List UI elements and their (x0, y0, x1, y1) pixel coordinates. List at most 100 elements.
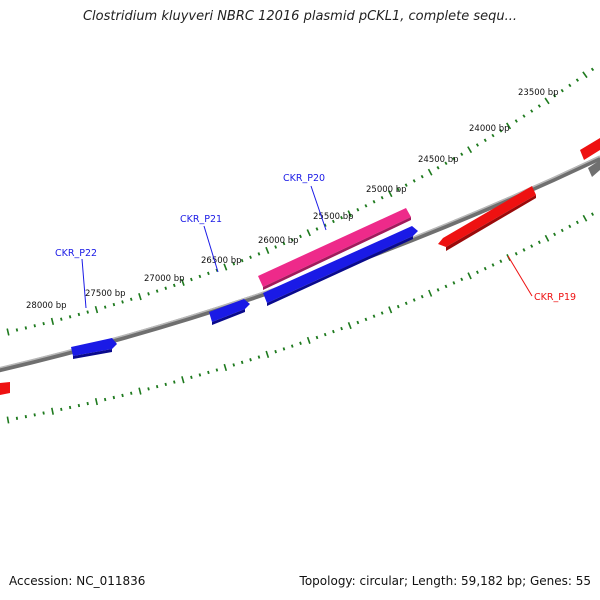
outerRing-tick (240, 258, 244, 263)
innerRing-tick (94, 398, 98, 406)
outerRing-tick (380, 195, 384, 200)
gene-ckr-p21[interactable] (209, 299, 250, 322)
outerRing-tick (164, 286, 168, 290)
tick-label-24000: 24000 bp (469, 124, 510, 134)
leader-ckr-p22 (81, 258, 87, 309)
outerRing-tick (15, 328, 19, 332)
innerRing-tick (15, 416, 19, 420)
leader-ckr-p21 (203, 225, 219, 273)
outerRing-tick (372, 200, 376, 204)
innerRing-tick (51, 407, 54, 415)
outerRing-tick (347, 210, 352, 218)
tick-labels: 23500 bp 24000 bp 24500 bp 25000 bp 2550… (26, 88, 559, 311)
innerRing-tick (68, 405, 72, 410)
outerRing-tick (544, 97, 550, 105)
outerRing-tick (568, 83, 572, 88)
outerRing-tick (315, 227, 319, 231)
gene-ckr-p19-shade (446, 195, 536, 251)
outerRing-tick (590, 67, 595, 72)
outerRing-tick (356, 208, 360, 212)
innerRing-tick (155, 384, 159, 389)
innerRing-tick (274, 349, 277, 354)
outerRing-tick (86, 310, 89, 314)
leader-ckr-p20 (310, 185, 327, 231)
outerRing-tick (249, 255, 252, 259)
innerRing-tick (560, 228, 564, 233)
outerRing-tick (491, 133, 495, 138)
innerRing-tick (582, 214, 588, 222)
tick-label-25000: 25000 bp (366, 185, 407, 195)
innerRing-tick (522, 248, 526, 252)
outerRing-tick (138, 293, 142, 301)
innerRing-tick (591, 212, 594, 216)
gene-right-edge-grey (588, 160, 600, 177)
outerRing-tick (499, 129, 503, 133)
innerRing-tick (232, 363, 236, 367)
outerRing-tick (77, 312, 81, 317)
innerRing-tick (138, 387, 142, 395)
innerRing-tick (332, 329, 335, 334)
outerRing-tick (427, 168, 433, 176)
innerRing-tick (257, 355, 261, 359)
outerRing-tick (50, 317, 55, 325)
outerRing-tick (560, 88, 564, 93)
outerRing-tick (180, 278, 185, 286)
outerRing-tick (537, 104, 541, 108)
tick-label-26500: 26500 bp (201, 256, 242, 266)
innerRing-tick (121, 393, 124, 398)
innerRing-tick (404, 301, 408, 306)
innerRing-tick (86, 401, 89, 406)
outerRing-tick (452, 157, 456, 161)
innerRing-tick (24, 414, 27, 419)
outerRing-tick (198, 274, 202, 279)
innerRing-tick (436, 288, 440, 292)
innerRing-tick (240, 360, 244, 365)
outerRing-tick (232, 262, 236, 266)
gene-label-leaders (81, 185, 533, 309)
outerRing-tick (190, 277, 193, 282)
innerRing-tick (483, 266, 487, 271)
outerRing-tick (530, 109, 534, 113)
innerRing-tick (396, 304, 400, 309)
innerRing-tick (164, 382, 167, 387)
innerRing-tick (290, 344, 294, 348)
innerRing-tick (207, 370, 210, 375)
tick-label-26000: 26000 bp (258, 236, 299, 246)
outerRing-tick (42, 321, 45, 326)
outerRing-tick (265, 246, 270, 254)
outerRing-tick (172, 283, 176, 288)
gene-ckr-p22[interactable] (71, 338, 117, 356)
innerRing-tick (420, 294, 424, 299)
innerRing-tick (33, 413, 36, 417)
innerRing-tick (372, 314, 376, 318)
tick-label-24500: 24500 bp (418, 155, 459, 165)
gene-left-edge-red[interactable] (0, 382, 10, 395)
gene-label-ckr-p22: CKR_P22 (55, 248, 97, 259)
innerRing-tick (544, 234, 550, 242)
innerRing-tick (428, 289, 433, 297)
tick-label-27000: 27000 bp (144, 274, 185, 284)
innerRing-tick (575, 220, 579, 225)
outerRing-tick (24, 326, 28, 330)
gene-right-edge-red[interactable] (580, 138, 600, 160)
gene-labels: CKR_P20 CKR_P21 CKR_P22 CKR_P19 (55, 173, 576, 303)
gene-label-ckr-p20: CKR_P20 (283, 173, 325, 184)
gene-ckr-p20-pink[interactable] (258, 208, 411, 287)
innerRing-tick (530, 244, 534, 248)
outerRing-tick (60, 317, 63, 321)
innerRing-tick (215, 368, 219, 372)
innerRing-tick (467, 272, 472, 280)
outerRing-tick (103, 305, 107, 309)
outerRing-tick (420, 174, 424, 179)
innerRing-tick (444, 284, 448, 289)
gene-features[interactable] (0, 138, 600, 395)
outerRing-tick (582, 71, 588, 79)
innerRing-tick (306, 336, 311, 344)
innerRing-tick (223, 363, 228, 372)
inner-tick-ring (6, 212, 594, 424)
gene-ckr-p20-forward[interactable] (263, 226, 418, 303)
gene-ckr-p19[interactable] (438, 186, 536, 247)
gene-label-ckr-p19: CKR_P19 (534, 292, 576, 303)
innerRing-tick (42, 411, 45, 415)
